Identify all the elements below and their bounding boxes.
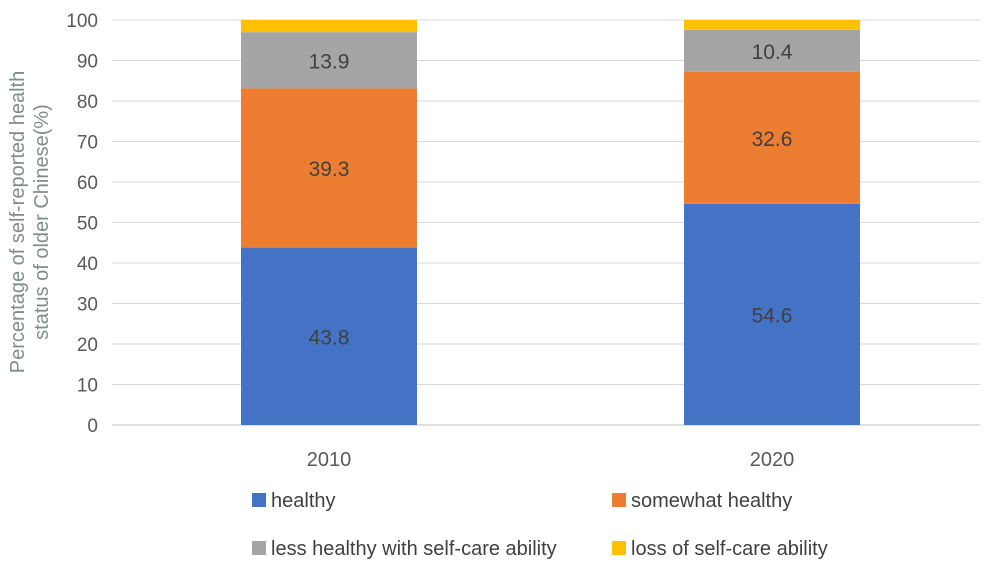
y-tick-label: 50 (77, 214, 98, 235)
bar-segment (241, 247, 417, 425)
y-tick-label: 60 (77, 173, 98, 194)
bar-segment (684, 203, 860, 425)
legend-label: healthy (271, 490, 336, 512)
y-tick-label: 30 (77, 295, 98, 316)
data-label: 10.4 (752, 41, 793, 64)
data-label: 13.9 (309, 50, 350, 73)
y-tick-label: 100 (66, 11, 98, 32)
data-label: 54.6 (752, 304, 793, 327)
data-label: 32.6 (752, 128, 793, 151)
data-labels: 43.8 39.3 13.9 54.6 32.6 10.4 (309, 41, 793, 350)
y-axis-ticks: 0 10 20 30 40 50 60 70 80 90 100 (66, 11, 98, 437)
y-tick-label: 0 (87, 416, 98, 437)
legend-swatch (252, 541, 266, 555)
y-tick-label: 40 (77, 254, 98, 275)
legend-label: less healthy with self-care ability (271, 538, 557, 560)
y-tick-label: 80 (77, 92, 98, 113)
x-tick-label: 2010 (307, 449, 352, 471)
y-tick-label: 10 (77, 376, 98, 397)
legend-swatch (612, 493, 626, 507)
y-tick-label: 90 (77, 52, 98, 73)
y-axis-title: Percentage of self-reported health status… (7, 71, 53, 373)
data-label: 39.3 (309, 158, 350, 181)
x-axis: 2010 2020 (307, 449, 795, 471)
y-axis-title-line: status of older Chinese(%) (31, 104, 53, 340)
bars (241, 20, 860, 425)
bar-segment (684, 29, 860, 72)
bar-segment (241, 20, 417, 33)
legend-label: somewhat healthy (631, 490, 792, 512)
legend: healthy somewhat healthy less healthy with… (252, 490, 828, 560)
legend-swatch (612, 541, 626, 555)
bar-segment (241, 32, 417, 89)
y-axis-title-line: Percentage of self-reported health (7, 71, 29, 373)
legend-label: loss of self-care ability (631, 538, 828, 560)
bar-segment (241, 88, 417, 248)
y-tick-label: 70 (77, 133, 98, 154)
bar-segment (684, 71, 860, 204)
y-tick-label: 20 (77, 335, 98, 356)
legend-swatch (252, 493, 266, 507)
data-label: 43.8 (309, 326, 350, 349)
bar-segment (684, 20, 860, 30)
x-tick-label: 2020 (750, 449, 795, 471)
